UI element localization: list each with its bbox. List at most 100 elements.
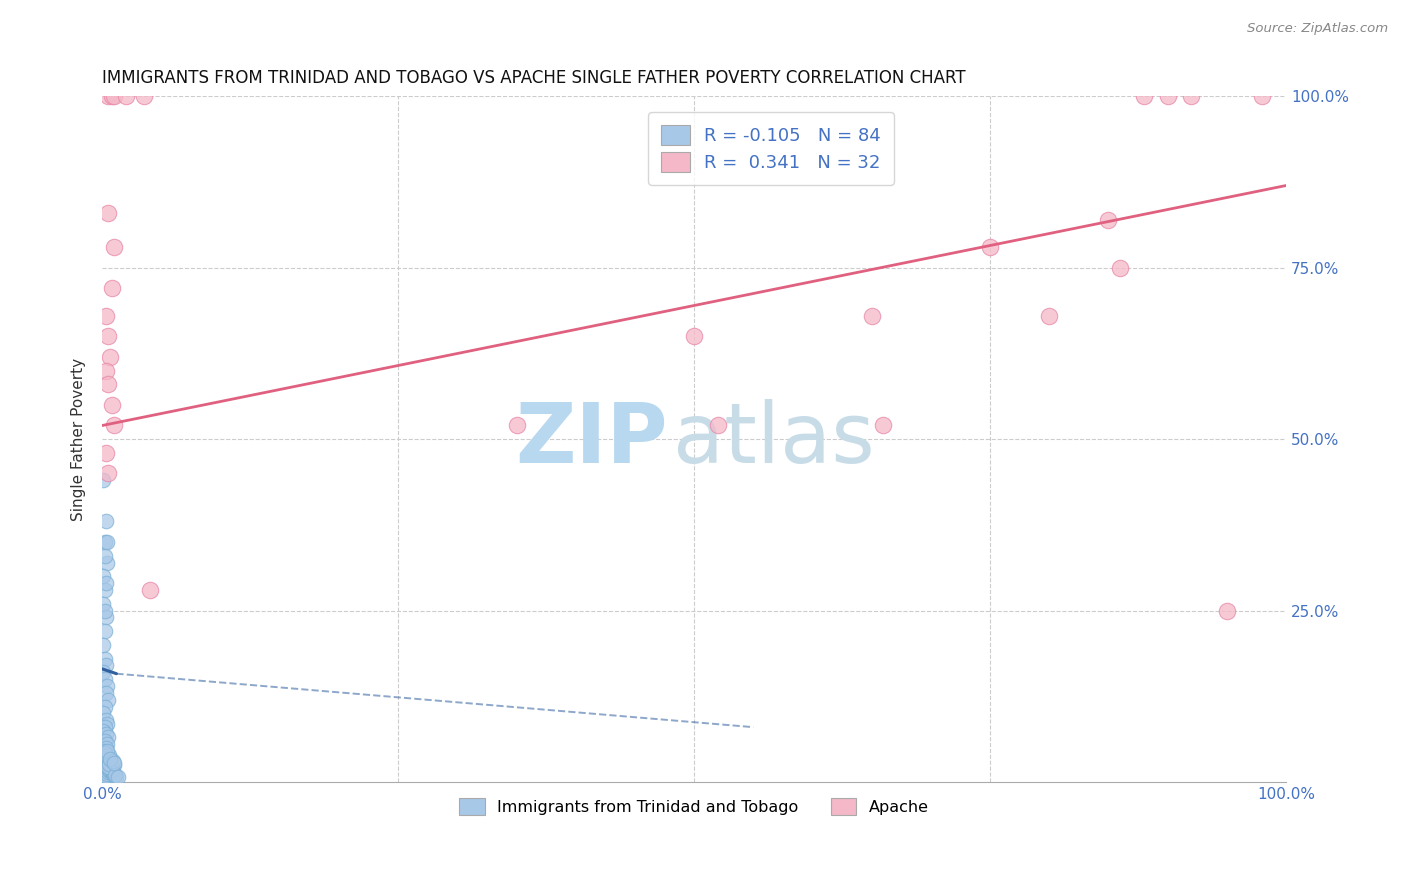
Point — [94, 727, 117, 741]
Point — [93, 638, 115, 652]
Point — [93, 723, 115, 738]
Text: ZIP: ZIP — [516, 399, 668, 480]
Point — [98, 760, 121, 774]
Point — [100, 764, 122, 778]
Point — [115, 89, 138, 103]
Point — [100, 752, 122, 766]
Point — [97, 206, 120, 220]
Point — [138, 582, 160, 597]
Point — [94, 772, 117, 787]
Point — [100, 398, 122, 412]
Point — [93, 706, 115, 721]
Legend: Immigrants from Trinidad and Tobago, Apache: Immigrants from Trinidad and Tobago, Apa… — [451, 790, 936, 823]
Point — [93, 549, 115, 563]
Point — [100, 761, 122, 775]
Point — [98, 757, 121, 772]
Point — [94, 772, 117, 786]
Point — [98, 747, 121, 762]
Y-axis label: Single Father Poverty: Single Father Poverty — [72, 358, 86, 521]
Point — [1038, 309, 1060, 323]
Point — [1109, 260, 1132, 275]
Point — [103, 757, 125, 772]
Point — [97, 764, 120, 779]
Point — [103, 240, 125, 254]
Point — [93, 747, 115, 762]
Point — [94, 740, 117, 755]
Point — [683, 329, 706, 343]
Point — [93, 774, 115, 789]
Point — [1180, 89, 1202, 103]
Point — [93, 746, 115, 760]
Point — [1097, 212, 1119, 227]
Point — [93, 604, 115, 618]
Point — [97, 760, 120, 774]
Point — [93, 770, 115, 784]
Point — [93, 768, 115, 782]
Point — [98, 763, 121, 777]
Point — [93, 774, 115, 789]
Point — [97, 751, 120, 765]
Point — [96, 679, 118, 693]
Point — [93, 651, 115, 665]
Point — [94, 769, 117, 783]
Point — [93, 772, 115, 787]
Point — [94, 755, 117, 769]
Point — [103, 756, 125, 770]
Point — [93, 582, 115, 597]
Point — [93, 474, 115, 488]
Point — [96, 763, 118, 777]
Point — [1156, 89, 1178, 103]
Point — [706, 418, 728, 433]
Point — [93, 772, 115, 786]
Point — [93, 624, 115, 639]
Point — [97, 770, 120, 784]
Point — [100, 281, 122, 295]
Point — [96, 766, 118, 780]
Point — [96, 771, 118, 785]
Point — [93, 744, 115, 758]
Point — [1251, 89, 1274, 103]
Point — [100, 89, 122, 103]
Point — [872, 418, 894, 433]
Point — [93, 773, 115, 788]
Text: Source: ZipAtlas.com: Source: ZipAtlas.com — [1247, 22, 1388, 36]
Point — [93, 734, 115, 748]
Point — [94, 714, 117, 728]
Point — [860, 309, 883, 323]
Point — [94, 576, 117, 591]
Point — [101, 766, 124, 780]
Point — [505, 418, 527, 433]
Point — [96, 535, 118, 549]
Point — [104, 768, 127, 782]
Point — [93, 569, 115, 583]
Point — [93, 665, 115, 680]
Point — [97, 377, 120, 392]
Point — [94, 686, 117, 700]
Point — [94, 515, 117, 529]
Point — [94, 764, 117, 779]
Point — [105, 770, 128, 784]
Point — [97, 692, 120, 706]
Point — [103, 89, 125, 103]
Text: IMMIGRANTS FROM TRINIDAD AND TOBAGO VS APACHE SINGLE FATHER POVERTY CORRELATION : IMMIGRANTS FROM TRINIDAD AND TOBAGO VS A… — [103, 69, 966, 87]
Point — [93, 597, 115, 611]
Point — [94, 748, 117, 763]
Point — [103, 768, 125, 782]
Point — [97, 774, 120, 789]
Point — [107, 770, 129, 784]
Point — [94, 773, 117, 788]
Point — [97, 89, 120, 103]
Text: atlas: atlas — [673, 399, 875, 480]
Point — [94, 446, 117, 460]
Point — [93, 535, 115, 549]
Point — [97, 329, 120, 343]
Point — [93, 757, 115, 772]
Point — [97, 755, 120, 769]
Point — [97, 467, 120, 481]
Point — [93, 774, 115, 789]
Point — [93, 772, 115, 787]
Point — [93, 720, 115, 734]
Point — [94, 610, 117, 624]
Point — [96, 756, 118, 770]
Point — [94, 309, 117, 323]
